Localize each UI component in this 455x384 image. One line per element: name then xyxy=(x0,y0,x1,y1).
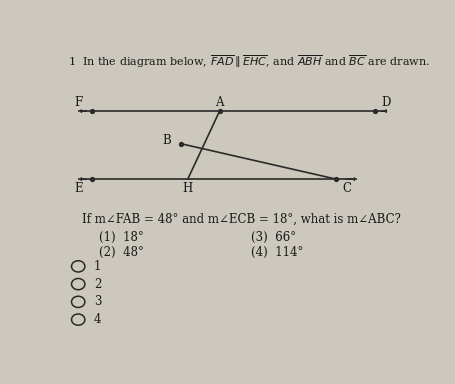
Text: 3: 3 xyxy=(94,295,101,308)
Text: 2: 2 xyxy=(94,278,101,291)
Text: (3)  66°: (3) 66° xyxy=(251,231,296,244)
Text: (2)  48°: (2) 48° xyxy=(99,246,144,259)
Text: (1)  18°: (1) 18° xyxy=(99,231,144,244)
Text: E: E xyxy=(74,182,82,195)
Text: 1  In the diagram below, $\overline{FAD} \parallel \overline{EHC}$, and $\overli: 1 In the diagram below, $\overline{FAD} … xyxy=(67,53,429,70)
Text: (4)  114°: (4) 114° xyxy=(251,246,303,259)
Text: 4: 4 xyxy=(94,313,101,326)
Text: F: F xyxy=(74,96,82,109)
Text: D: D xyxy=(380,96,389,109)
Text: A: A xyxy=(215,96,223,109)
Text: If m∠FAB = 48° and m∠ECB = 18°, what is m∠ABC?: If m∠FAB = 48° and m∠ECB = 18°, what is … xyxy=(81,213,400,226)
Text: B: B xyxy=(162,134,171,147)
Text: C: C xyxy=(342,182,350,195)
Text: 1: 1 xyxy=(94,260,101,273)
Text: H: H xyxy=(182,182,192,195)
